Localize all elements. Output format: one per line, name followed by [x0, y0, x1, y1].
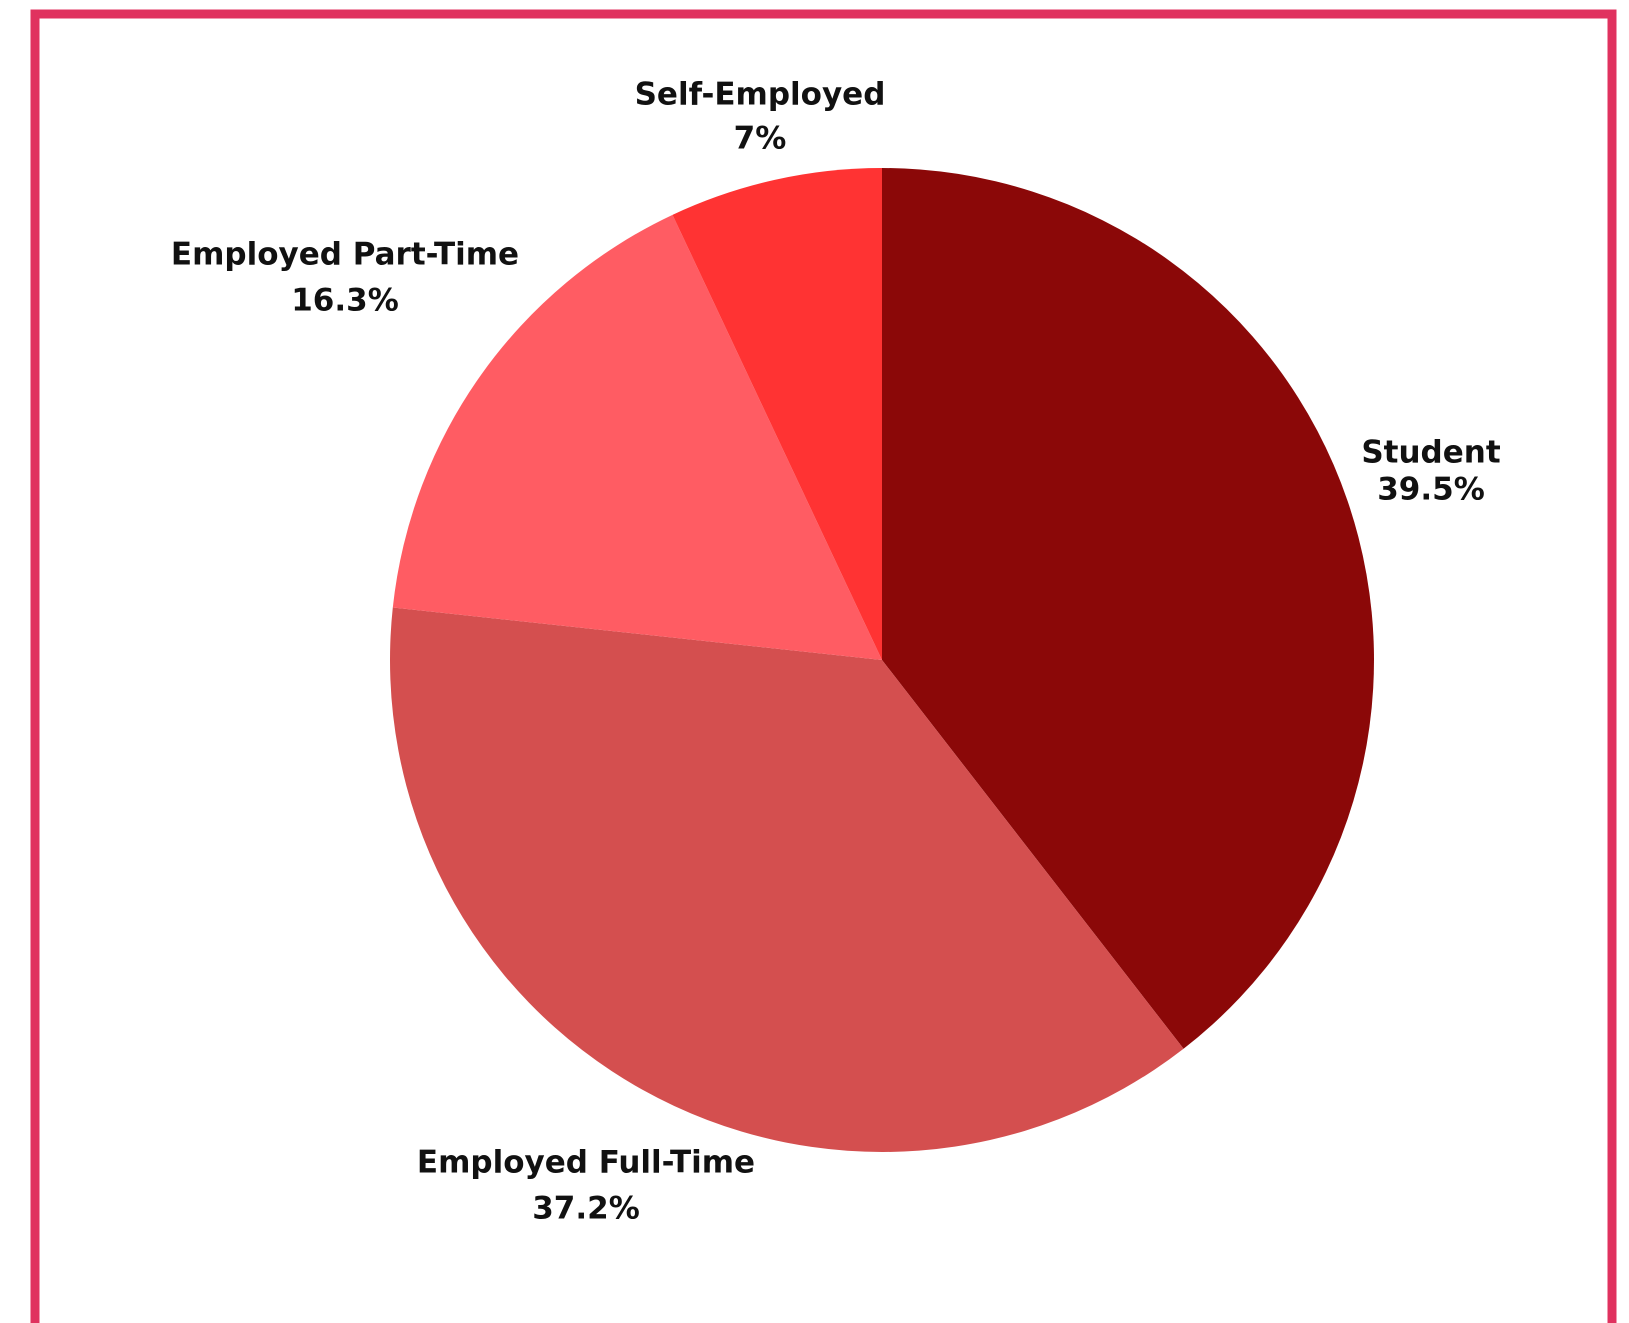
slice-value-label: 39.5% — [1377, 472, 1485, 508]
pie-slice — [392, 214, 882, 661]
pie-slice — [390, 607, 1184, 1152]
slice-label: Employed Full-Time — [417, 1145, 755, 1181]
frame — [30, 9, 1617, 1323]
slice-value-label: 37.2% — [532, 1191, 640, 1227]
slice-value-label: 7% — [734, 121, 787, 157]
slice-label: Self-Employed — [635, 77, 886, 113]
slice-value-label: 16.3% — [291, 283, 399, 319]
pie-slice — [672, 168, 882, 660]
slice-label: Employed Part-Time — [171, 237, 519, 273]
pie-slice — [882, 168, 1374, 1049]
slice-label: Student — [1361, 435, 1500, 471]
